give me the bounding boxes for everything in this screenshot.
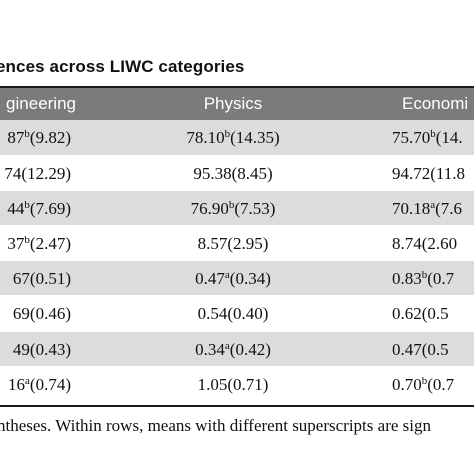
table-row: 37b(2.47) 8.57(2.95) 8.74(2.60 <box>0 225 474 260</box>
cell-engineering: 37b(2.47) <box>7 226 71 261</box>
cell-value: 0.47 <box>195 269 225 289</box>
cell-value: 78.10 <box>186 128 225 147</box>
superscript-mark: a <box>25 374 30 387</box>
cell-value: (14. <box>435 128 463 147</box>
cell-value: 75.70 <box>392 128 431 147</box>
cell-value: 0.47(0.5 <box>392 339 449 359</box>
cell-value: 74(12.29) <box>4 164 71 184</box>
cell-physics: 78.10b(14.35) <box>186 120 279 155</box>
table-row: 16a(0.74) 1.05(0.71) 0.70b(0.7 <box>0 365 474 402</box>
cell-value: 1.05(0.71) <box>197 374 269 394</box>
table-row: 74(12.29) 95.38(8.45) 94.72(11.8 <box>0 155 474 190</box>
superscript-mark: b <box>24 234 30 247</box>
superscript-mark: a <box>430 199 436 212</box>
cell-value: 0.62(0.5 <box>392 304 449 324</box>
cell-physics: 76.90b(7.53) <box>191 191 276 226</box>
cell-economics: 8.74(2.60 <box>392 226 457 261</box>
cell-physics: 8.57(2.95) <box>198 226 269 261</box>
cell-engineering: 87b(9.82) <box>7 120 71 155</box>
cell-physics: 0.47a(0.34) <box>195 261 271 296</box>
cell-physics: 1.05(0.71) <box>198 367 269 402</box>
superscript-mark: b <box>228 199 235 212</box>
table-header-row: gineering Physics Economi <box>0 88 474 120</box>
cell-physics: 0.34a(0.42) <box>195 332 271 367</box>
cell-value: (7.53) <box>234 199 276 219</box>
cell-engineering: 74(12.29) <box>4 156 71 191</box>
superscript-mark: b <box>24 199 30 212</box>
table-body: 87b(9.82) 78.10b(14.35) 75.70b(14. 74(12.29… <box>0 120 474 401</box>
cell-value: (0.34) <box>229 269 271 289</box>
table-caption: ences across LIWC categories <box>0 57 245 76</box>
cell-economics: 0.70b(0.7 <box>392 367 454 402</box>
cell-engineering: 44b(7.69) <box>7 191 71 226</box>
cell-value: (9.82) <box>29 128 71 147</box>
table-row: 69(0.46) 0.54(0.40) 0.62(0.5 <box>0 295 474 330</box>
superscript-mark: b <box>24 128 30 140</box>
cell-value: 94.72(11.8 <box>392 164 466 184</box>
cell-engineering: 49(0.43) <box>13 332 71 367</box>
cell-value: 49(0.43) <box>12 339 71 359</box>
cell-economics: 0.62(0.5 <box>392 296 449 331</box>
cell-value: (7.6 <box>435 199 463 219</box>
cell-value: 37 <box>7 234 25 254</box>
cell-value: 0.54(0.40) <box>197 304 269 324</box>
cell-economics: 94.72(11.8 <box>392 156 465 191</box>
cell-value: (7.69) <box>29 199 71 219</box>
cell-engineering: 16a(0.74) <box>8 367 71 402</box>
superscript-mark: a <box>224 339 230 352</box>
results-table: gineering Physics Economi 87b(9.82) 78.10… <box>0 88 474 401</box>
cell-value: (14.35) <box>230 128 280 147</box>
cell-economics: 75.70b(14. <box>392 120 463 155</box>
cell-economics: 0.47(0.5 <box>392 332 449 367</box>
cell-value: 76.90 <box>190 199 229 219</box>
cell-value: 8.57(2.95) <box>197 234 269 254</box>
superscript-mark: b <box>430 128 436 140</box>
cell-value: 0.34 <box>195 339 225 359</box>
header-engineering: gineering <box>6 94 76 113</box>
cell-value: (0.74) <box>29 374 71 394</box>
table-row: 49(0.43) 0.34a(0.42) 0.47(0.5 <box>0 330 474 367</box>
cell-value: 0.70 <box>392 374 422 394</box>
cell-value: (0.7 <box>427 269 455 289</box>
cell-value: 69(0.46) <box>12 304 71 324</box>
cell-economics: 0.83b(0.7 <box>392 261 454 296</box>
cell-value: (0.42) <box>229 339 271 359</box>
superscript-mark: b <box>421 269 428 282</box>
table-row: 87b(9.82) 78.10b(14.35) 75.70b(14. <box>0 120 474 156</box>
cell-value: 0.83 <box>392 269 422 289</box>
table-footnote: ntheses. Within rows, means with differe… <box>0 416 431 435</box>
cell-value: 67(0.51) <box>12 269 71 289</box>
cell-value: 44 <box>7 199 25 219</box>
superscript-mark: b <box>421 374 428 387</box>
top-rule <box>0 86 474 88</box>
cell-value: (2.47) <box>29 234 71 254</box>
superscript-mark: a <box>224 269 230 282</box>
header-physics: Physics <box>203 94 263 113</box>
cell-value: 16 <box>8 374 26 394</box>
table-row: 44b(7.69) 76.90b(7.53) 70.18a(7.6 <box>0 190 474 226</box>
cell-value: 8.74(2.60 <box>392 234 458 254</box>
cell-economics: 70.18a(7.6 <box>392 191 462 226</box>
cell-physics: 95.38(8.45) <box>193 156 272 191</box>
header-economics: Economi <box>402 94 469 113</box>
cell-value: 95.38(8.45) <box>193 164 273 184</box>
cell-value: 87 <box>7 128 25 147</box>
cell-value: (0.7 <box>427 374 455 394</box>
cell-engineering: 69(0.46) <box>13 296 71 331</box>
cell-value: 70.18 <box>392 199 431 219</box>
cell-engineering: 67(0.51) <box>13 261 71 296</box>
cell-physics: 0.54(0.40) <box>198 296 269 331</box>
table-row: 67(0.51) 0.47a(0.34) 0.83b(0.7 <box>0 260 474 296</box>
bottom-rule <box>0 405 474 407</box>
superscript-mark: b <box>224 128 231 140</box>
